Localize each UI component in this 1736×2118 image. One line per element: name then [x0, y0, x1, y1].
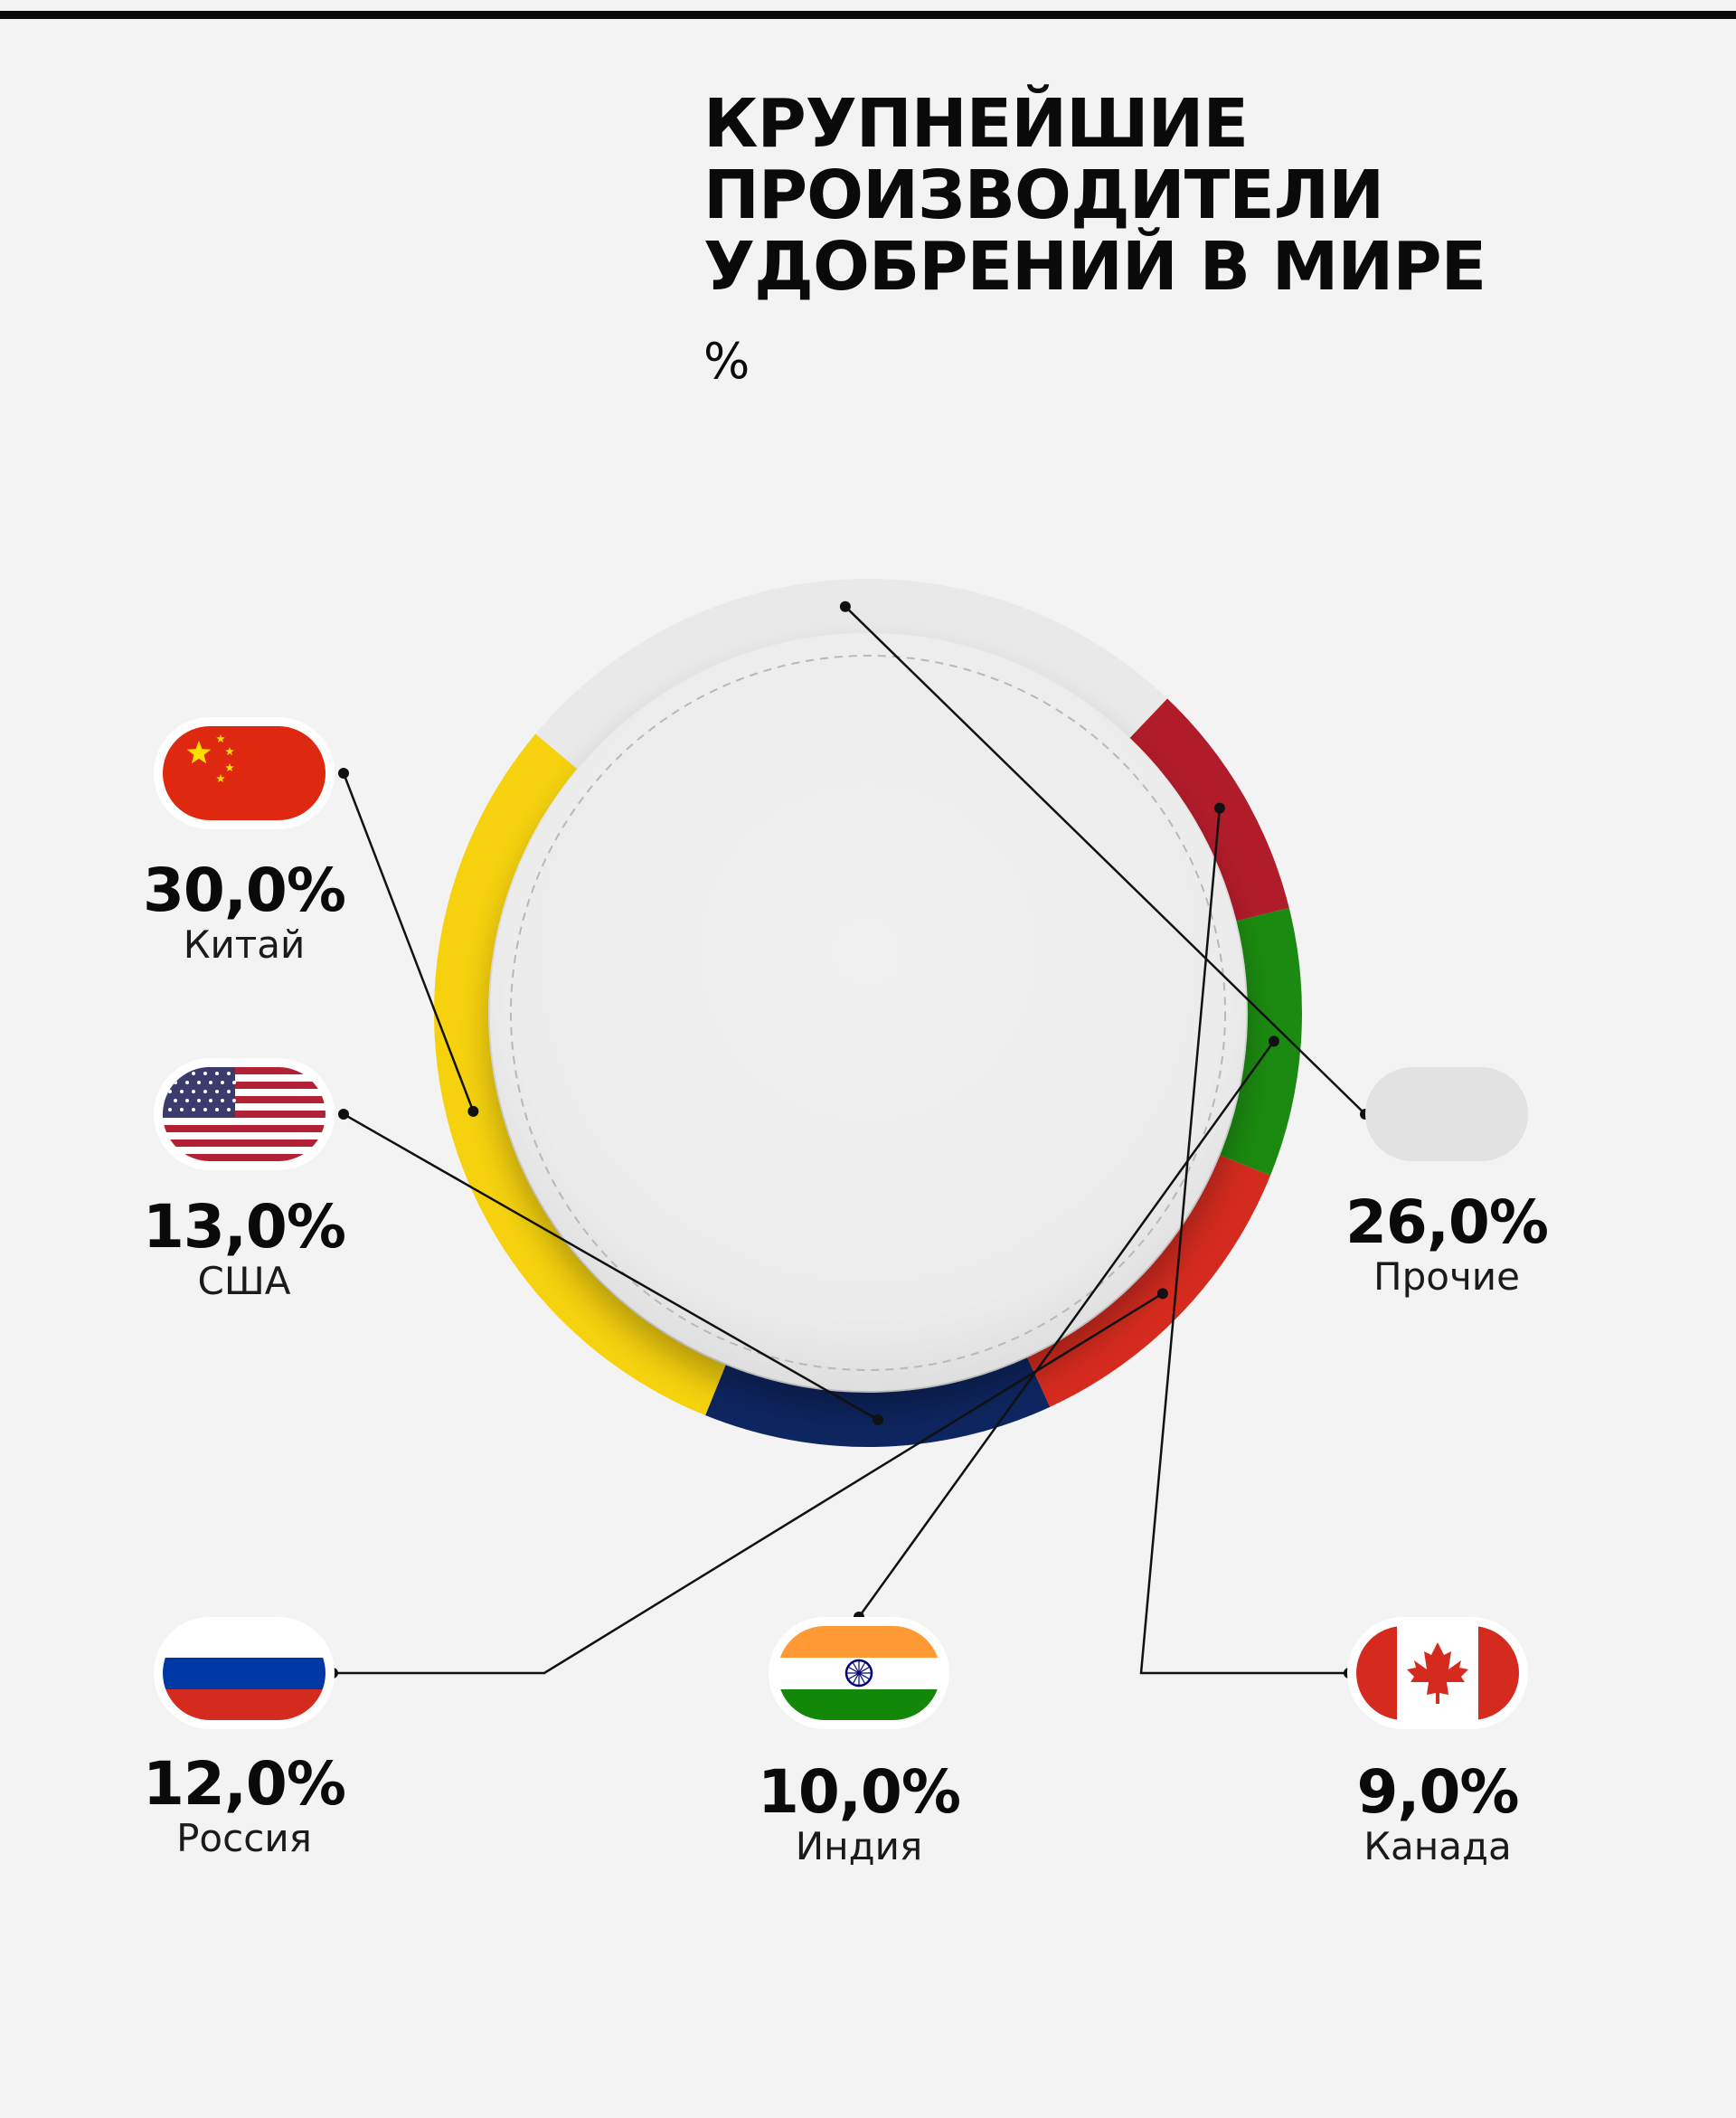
value-label: 30,0% — [143, 856, 346, 925]
china-flag-icon — [154, 717, 335, 829]
leader-dot — [1156, 1288, 1168, 1300]
category-label: Канада — [1363, 1824, 1512, 1868]
blank-flag-icon — [1365, 1067, 1528, 1161]
leader-dot — [839, 600, 851, 612]
category-label: Китай — [183, 922, 306, 967]
leader-line-3 — [857, 1040, 1275, 1618]
donut-slice-1 — [705, 1357, 1051, 1447]
chart-title: КРУПНЕЙШИЕ ПРОИЗВОДИТЕЛИ УДОБРЕНИЙ В МИР… — [703, 89, 1608, 303]
donut-slice-0 — [434, 733, 726, 1416]
value-label: 10,0% — [758, 1757, 961, 1827]
donut-dashed-circle — [510, 655, 1226, 1371]
leader-dot — [467, 1105, 479, 1117]
chart-title-line: УДОБРЕНИЙ В МИРЕ — [703, 228, 1486, 306]
unit-label: % — [703, 333, 750, 390]
donut-slice-3 — [1220, 907, 1303, 1176]
canada-flag-icon — [1347, 1617, 1528, 1729]
donut-slice-5 — [535, 579, 1168, 770]
flags — [154, 717, 1528, 1729]
value-label: 12,0% — [143, 1749, 346, 1819]
leader-dot — [338, 768, 349, 779]
value-label: 9,0% — [1356, 1757, 1519, 1827]
chart-title-line: ПРОИЗВОДИТЕЛИ — [703, 156, 1384, 234]
leader-dot — [1213, 802, 1225, 814]
value-label: 13,0% — [143, 1192, 346, 1262]
category-label: США — [197, 1259, 291, 1303]
category-label: Индия — [795, 1824, 923, 1868]
leader-line-0 — [342, 772, 475, 1112]
leader-dot — [872, 1414, 883, 1425]
leader-dot — [1268, 1035, 1279, 1047]
usa-flag-icon — [154, 1058, 335, 1170]
value-label: 26,0% — [1345, 1187, 1549, 1257]
donut-inner-disc — [490, 635, 1246, 1391]
category-label: Россия — [176, 1816, 312, 1860]
leader-dot — [338, 1109, 349, 1120]
leader-line-2 — [333, 1292, 1164, 1675]
top-rule — [0, 11, 1736, 19]
donut-slice-4 — [1129, 698, 1289, 922]
india-flag-icon — [769, 1617, 949, 1729]
russia-flag-icon — [154, 1617, 335, 1729]
chart-title-line: КРУПНЕЙШИЕ — [703, 85, 1249, 163]
leader-line-1 — [343, 1112, 879, 1421]
leader-line-5 — [844, 605, 1366, 1115]
donut-slice-2 — [1027, 1155, 1271, 1407]
category-label: Прочие — [1373, 1254, 1520, 1299]
donut-ring — [434, 579, 1303, 1447]
leader-line-4 — [1139, 808, 1349, 1675]
leader-lines — [327, 600, 1371, 1678]
